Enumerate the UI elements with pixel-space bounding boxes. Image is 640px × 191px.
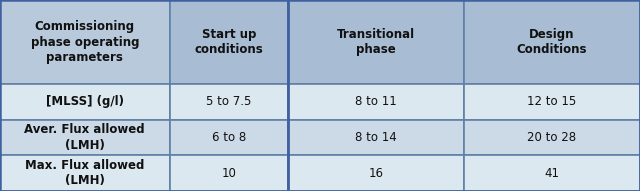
Bar [288, 120, 464, 155]
Text: 20 to 28: 20 to 28 [527, 131, 577, 144]
Bar [170, 84, 288, 120]
Bar [288, 0, 464, 84]
Text: 6 to 8: 6 to 8 [212, 131, 246, 144]
Bar [464, 155, 640, 191]
Bar [288, 84, 464, 120]
Bar [170, 155, 288, 191]
Bar [0, 0, 170, 84]
Bar [464, 120, 640, 155]
Bar [0, 84, 170, 120]
Text: Aver. Flux allowed
(LMH): Aver. Flux allowed (LMH) [24, 123, 145, 152]
Text: Max. Flux allowed
(LMH): Max. Flux allowed (LMH) [25, 159, 145, 187]
Bar [170, 120, 288, 155]
Text: 10: 10 [221, 167, 236, 180]
Bar [0, 155, 170, 191]
Bar [0, 120, 170, 155]
Text: 5 to 7.5: 5 to 7.5 [206, 95, 252, 108]
Bar [464, 84, 640, 120]
Text: 41: 41 [545, 167, 559, 180]
Text: Commissioning
phase operating
parameters: Commissioning phase operating parameters [31, 20, 139, 64]
Text: 16: 16 [369, 167, 383, 180]
Text: 8 to 14: 8 to 14 [355, 131, 397, 144]
Text: Start up
conditions: Start up conditions [195, 28, 263, 56]
Text: Design
Conditions: Design Conditions [516, 28, 588, 56]
Bar [170, 0, 288, 84]
Text: Transitional
phase: Transitional phase [337, 28, 415, 56]
Bar [464, 0, 640, 84]
Bar [288, 155, 464, 191]
Text: 8 to 11: 8 to 11 [355, 95, 397, 108]
Text: 12 to 15: 12 to 15 [527, 95, 577, 108]
Text: [MLSS] (g/l): [MLSS] (g/l) [46, 95, 124, 108]
